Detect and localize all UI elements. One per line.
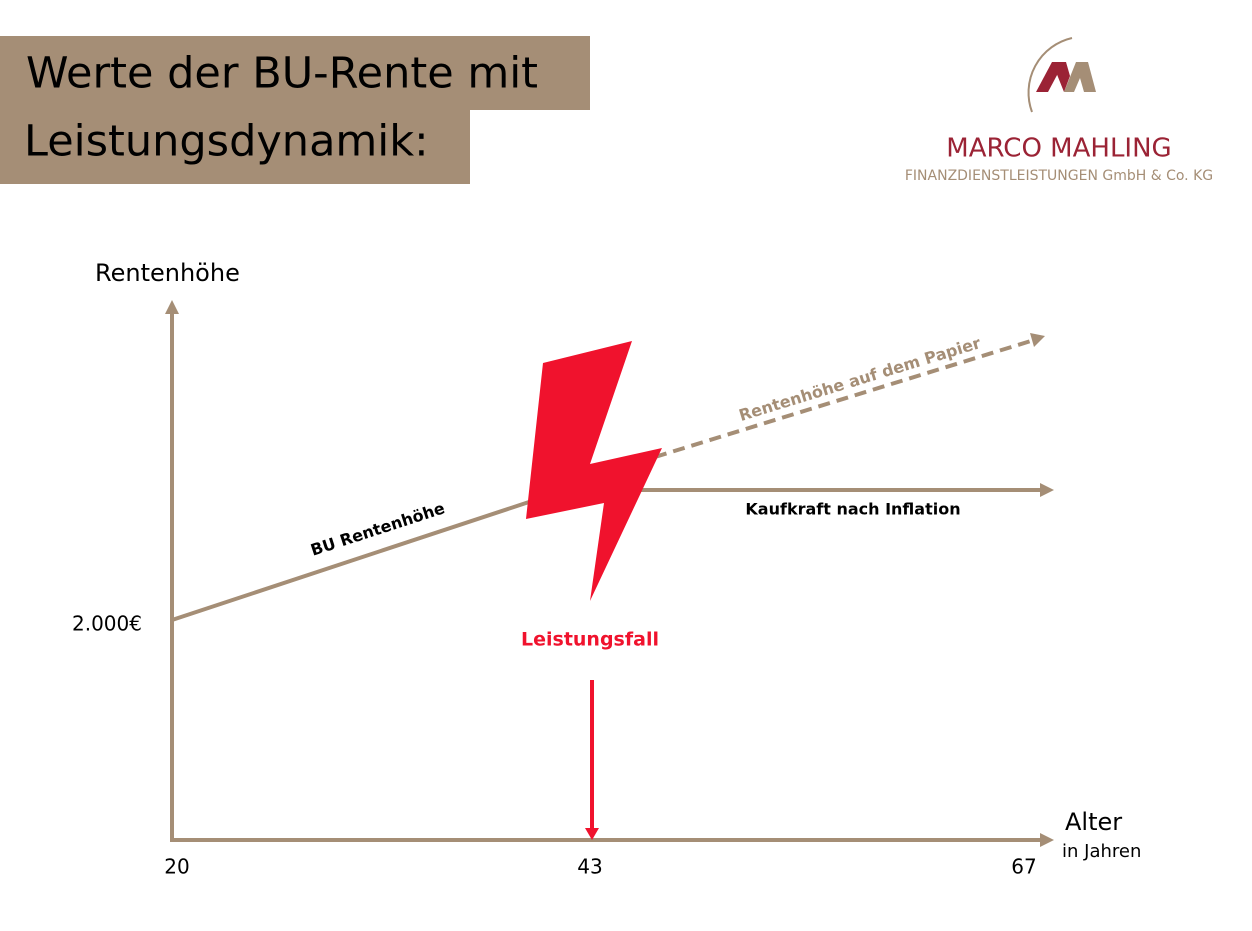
arrow-head — [1040, 833, 1054, 847]
inflation-label: Kaufkraft nach Inflation — [745, 500, 960, 519]
title-line: Werte der BU-Rente mit — [26, 49, 538, 99]
x-label: 67 — [1011, 855, 1036, 879]
arrow-head — [165, 300, 179, 314]
paper-label: Rentenhöhe auf dem Papier — [737, 333, 983, 425]
logo: MARCO MAHLING FINANZDIENSTLEISTUNGEN Gmb… — [905, 37, 1213, 184]
title-band — [0, 36, 590, 110]
x-label: 43 — [577, 855, 602, 879]
x-axis-unit: in Jahren — [1062, 841, 1141, 862]
paper-line — [654, 338, 1035, 459]
arrow-head — [1040, 483, 1054, 497]
arrow-head — [585, 828, 599, 840]
logo-subtitle: FINANZDIENSTLEISTUNGEN GmbH & Co. KG — [905, 168, 1213, 184]
arrow-head — [1030, 333, 1045, 347]
logo-name: MARCO MAHLING — [946, 134, 1171, 164]
lightning — [526, 341, 662, 601]
title-line: Leistungsdynamik: — [24, 117, 429, 167]
x-axis-label: Alter — [1065, 808, 1122, 836]
y-value-label: 2.000€ — [72, 612, 142, 636]
y-axis-label: Rentenhöhe — [95, 259, 240, 287]
logo-m — [1064, 62, 1096, 92]
bu-line — [171, 498, 536, 622]
title-band — [0, 110, 470, 184]
logo-arc — [1027, 37, 1073, 113]
logo-m — [1052, 62, 1070, 92]
event-label: Leistungsfall — [521, 629, 659, 651]
x-label: 20 — [164, 855, 189, 879]
